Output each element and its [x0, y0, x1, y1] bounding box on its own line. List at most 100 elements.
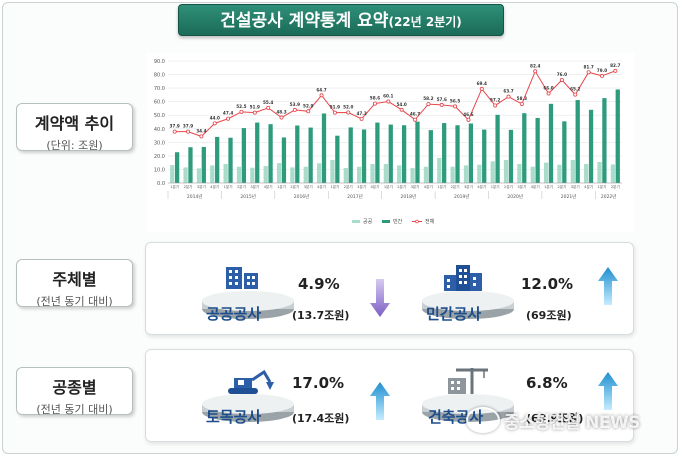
- point-total: [493, 103, 498, 108]
- entity-section-label: 주체별 (전년 동기 대비): [16, 259, 133, 308]
- point-total: [439, 102, 444, 107]
- data-label-total: 53.9: [290, 102, 300, 107]
- up-arrow-icon: [598, 372, 618, 410]
- point-total: [372, 101, 377, 106]
- bar-private: [268, 124, 273, 183]
- bar-private: [495, 114, 500, 183]
- y-tick-label: 70.0: [154, 86, 165, 92]
- bar-private: [228, 137, 233, 183]
- data-label-total: 51.9: [250, 105, 260, 110]
- point-total: [599, 73, 604, 78]
- point-total: [613, 68, 618, 73]
- x-tick-label: 3분기: [197, 184, 206, 189]
- bar-private: [575, 100, 580, 183]
- trend-unit: (단위: 조원): [46, 139, 103, 152]
- apartment-icon: [444, 265, 482, 291]
- bar-public: [463, 165, 469, 183]
- civil-work-amount: (17.4조원): [292, 412, 350, 425]
- point-total: [359, 116, 364, 121]
- data-label-total: 58.2: [423, 96, 433, 101]
- bar-private: [535, 117, 540, 183]
- bar-private: [201, 146, 206, 183]
- x-tick-label: 1분기: [277, 184, 286, 189]
- type-section-label: 공종별 (전년 동기 대비): [16, 367, 133, 416]
- data-label-total: 46.6: [463, 112, 473, 117]
- data-label-total: 69.4: [477, 81, 487, 86]
- point-total: [559, 77, 564, 82]
- x-tick-label: 2분기: [237, 184, 246, 189]
- private-work-amount: (69조원): [526, 309, 572, 322]
- x-tick-label: 2분기: [344, 184, 353, 189]
- year-label: 2016년: [294, 193, 310, 200]
- data-label-total: 81.7: [583, 64, 593, 69]
- bar-public: [410, 168, 415, 183]
- data-label-total: 48.3: [276, 110, 286, 115]
- bar-private: [428, 130, 433, 183]
- data-label-total: 34.4: [196, 128, 206, 133]
- bar-public: [397, 165, 402, 183]
- bar-private: [415, 121, 420, 183]
- y-tick-label: 60.0: [154, 100, 165, 106]
- bar-public: [183, 167, 188, 183]
- excavator-icon: [228, 369, 274, 394]
- bar-public: [477, 164, 482, 183]
- bar-public: [343, 168, 348, 183]
- bar-private: [602, 98, 607, 183]
- y-tick-label: 80.0: [154, 73, 165, 79]
- point-total: [279, 115, 284, 120]
- x-tick-label: 1분기: [437, 184, 446, 189]
- data-label-total: 52.9: [303, 103, 313, 108]
- x-tick-label: 3분기: [250, 184, 259, 189]
- data-label-total: 52.5: [236, 104, 246, 109]
- point-total: [413, 117, 418, 122]
- public-work-name: 공공공사: [206, 305, 262, 323]
- bar-private: [335, 135, 340, 183]
- entity-panel: 공공공사 4.9% (13.7조원) 민간공사 12.0% (69조원): [145, 242, 634, 335]
- bar-private: [348, 127, 353, 183]
- up-arrow-icon: [370, 382, 390, 420]
- trend-chart-svg: 0.0 10.0 20.0 30.0 40.0 50.0 60.0 70.0 80.0 90.0 1…: [154, 59, 622, 225]
- x-tick-label: 4분기: [210, 184, 219, 189]
- bar-public: [330, 159, 335, 183]
- data-label-total: 55.4: [263, 100, 273, 105]
- y-tick-label: 40.0: [154, 127, 165, 133]
- x-tick-label: 3분기: [357, 184, 366, 189]
- legend-label-total: 전체: [425, 218, 435, 225]
- x-tick-label: 4분기: [477, 184, 486, 189]
- bar-private: [562, 121, 567, 183]
- year-label: 2020년: [507, 193, 523, 200]
- data-label-total: 47.3: [356, 111, 366, 116]
- public-work-pct: 4.9%: [298, 275, 340, 293]
- bar-public: [223, 164, 228, 183]
- point-total: [186, 129, 191, 134]
- point-total: [506, 94, 511, 99]
- bar-public: [570, 159, 575, 183]
- point-total: [586, 70, 591, 75]
- civil-work-name: 토목공사: [206, 408, 262, 426]
- x-tick-label: 4분기: [317, 184, 326, 189]
- private-work-name: 민간공사: [426, 305, 482, 323]
- bar-private: [215, 136, 220, 183]
- year-label: 2022년: [601, 193, 617, 200]
- data-label-total: 37.9: [170, 124, 180, 129]
- bar-public: [557, 164, 562, 183]
- data-label-total: 66.0: [543, 86, 553, 91]
- bar-private: [375, 122, 380, 183]
- year-label: 2021년: [561, 193, 577, 200]
- bar-public: [423, 166, 429, 183]
- bar-private: [401, 125, 407, 183]
- bar-public: [316, 163, 322, 183]
- x-tick-label: 3분기: [411, 184, 420, 189]
- page-title: 건설공사 계약통계 요약(22년 2분기): [178, 4, 504, 36]
- point-total: [386, 99, 391, 104]
- bar-public: [584, 164, 589, 183]
- data-label-total: 65.2: [570, 87, 580, 92]
- bar-private: [321, 113, 327, 183]
- x-tick-label: 3분기: [464, 184, 473, 189]
- down-arrow-icon: [370, 279, 390, 317]
- building-icon: [226, 267, 258, 289]
- point-total: [466, 117, 471, 122]
- x-tick-label: 4분기: [264, 184, 273, 189]
- trend-section-label: 계약액 추이 (단위: 조원): [16, 103, 133, 152]
- bar-private: [522, 113, 527, 183]
